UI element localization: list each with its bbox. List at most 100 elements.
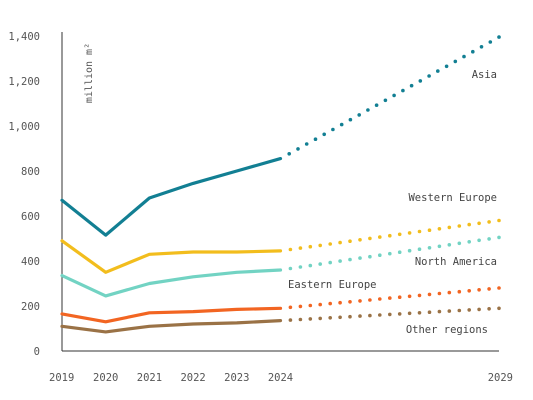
projection-dot — [467, 308, 472, 312]
projection-dot — [487, 237, 491, 241]
projection-dot — [457, 308, 462, 313]
projection-dot — [447, 309, 452, 313]
projection-dot — [378, 297, 382, 301]
projection-dot — [417, 229, 422, 234]
x-tick-label: 2024 — [268, 372, 293, 384]
series-line-actual — [60, 239, 283, 274]
x-tick-labels: 2019 2020 2021 2022 2023 2024 2029 — [49, 372, 513, 384]
series-label: North America — [415, 256, 497, 268]
projection-dot — [288, 318, 293, 322]
projection-dot — [436, 69, 440, 73]
y-axis-unit-label: million m² — [84, 43, 95, 103]
projection-dot — [488, 40, 493, 44]
y-tick-labels: 0 200 400 600 800 1,000 1,200 1,400 — [8, 31, 40, 358]
series-label: Asia — [472, 69, 497, 81]
projection-dot — [427, 310, 432, 315]
projection-dot — [298, 304, 303, 309]
projection-dot — [348, 300, 352, 304]
projection-dot — [338, 300, 342, 305]
projection-dot — [358, 256, 362, 260]
projection-dot — [383, 98, 388, 103]
projection-dot — [348, 314, 352, 319]
projection-dot — [348, 117, 353, 122]
projection-dot — [418, 79, 423, 83]
series-north-america — [60, 235, 501, 298]
series-line-actual — [60, 157, 283, 237]
projection-dot — [308, 263, 313, 268]
projection-dot — [339, 122, 344, 127]
projection-dot — [407, 248, 412, 253]
projection-dot — [437, 291, 442, 296]
projection-dot — [477, 238, 481, 243]
projection-dot — [487, 287, 491, 291]
projection-dot — [409, 83, 414, 88]
projection-dot — [497, 286, 501, 290]
projection-dot — [296, 147, 300, 151]
projection-dot — [378, 253, 382, 257]
projection-dot — [287, 152, 292, 156]
projection-dot — [298, 246, 303, 250]
series-asia — [60, 35, 501, 237]
projection-dot — [374, 103, 379, 107]
y-tick-label: 0 — [34, 346, 40, 358]
projection-dot — [328, 316, 333, 320]
projection-dot — [358, 299, 362, 303]
projection-dot — [368, 254, 372, 259]
y-tick-label: 800 — [21, 166, 40, 178]
projection-dot — [368, 313, 372, 318]
projection-dot — [437, 244, 442, 249]
projection-dot — [497, 306, 501, 311]
projection-dot — [457, 289, 462, 294]
series-line-actual — [60, 268, 283, 298]
projection-dot — [358, 314, 362, 318]
projection-dot — [318, 262, 323, 266]
series-label: Eastern Europe — [288, 279, 377, 291]
series-other-regions — [60, 306, 501, 334]
projection-dot — [388, 312, 392, 317]
projection-dot — [401, 88, 405, 93]
projection-dot — [288, 305, 293, 310]
x-tick-label: 2019 — [49, 372, 74, 384]
projection-dot — [487, 220, 491, 224]
projection-dot — [407, 231, 412, 235]
projection-dot — [453, 59, 458, 64]
series-eastern-europe — [60, 286, 501, 324]
projection-dot — [378, 313, 382, 317]
projection-dot — [288, 247, 293, 252]
projection-dot — [331, 127, 335, 132]
projection-dot — [348, 239, 352, 243]
projection-dot — [457, 224, 462, 228]
projection-dot — [338, 259, 342, 263]
y-tick-label: 1,400 — [8, 31, 40, 43]
x-tick-label: 2022 — [180, 372, 205, 384]
projection-dot — [437, 227, 442, 231]
projection-dot — [397, 232, 402, 237]
projection-dot — [397, 250, 402, 254]
projection-dot — [497, 35, 501, 39]
projection-dot — [444, 64, 449, 69]
projection-dot — [366, 108, 370, 112]
projection-dot — [467, 222, 472, 227]
projection-dot — [368, 298, 372, 302]
projection-dot — [378, 235, 382, 239]
projection-dot — [308, 303, 313, 308]
y-tick-label: 1,200 — [8, 76, 40, 88]
series-label: Western Europe — [408, 192, 497, 204]
projection-dot — [427, 246, 432, 250]
projection-dot — [298, 265, 303, 269]
series-label: Other regions — [406, 324, 488, 336]
axes — [61, 32, 499, 352]
projection-dot — [479, 45, 484, 49]
projection-dot — [338, 240, 342, 245]
projection-dot — [308, 317, 313, 321]
projection-dot — [497, 218, 501, 223]
projection-dot — [427, 74, 431, 78]
x-tick-label: 2029 — [488, 372, 513, 384]
projection-dot — [407, 311, 412, 316]
projection-dot — [313, 137, 318, 141]
series-labels: Asia Western Europe North America Eastern E… — [288, 69, 497, 336]
projection-dot — [497, 235, 501, 240]
projection-dot — [471, 49, 475, 54]
projection-dot — [338, 315, 342, 320]
